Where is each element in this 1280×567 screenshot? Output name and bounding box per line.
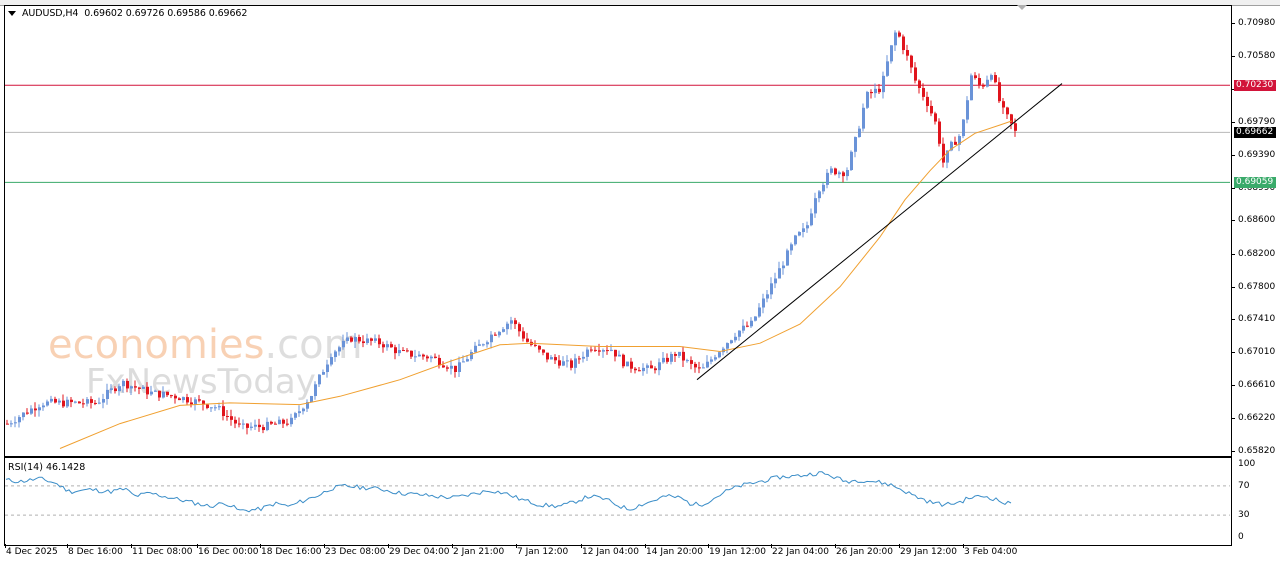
time-axis-tick <box>708 544 709 548</box>
rsi-axis-label: 30 <box>1238 510 1250 521</box>
rsi-axis-label: 70 <box>1238 480 1250 491</box>
time-axis-label: 11 Dec 08:00 <box>132 547 193 557</box>
price-axis-tick <box>1231 23 1235 24</box>
price-axis-label: 0.69390 <box>1238 149 1276 160</box>
time-axis-tick <box>963 544 964 548</box>
rsi-axis-label: 100 <box>1238 459 1256 469</box>
time-axis-label: 7 Jan 12:00 <box>517 547 569 557</box>
support-price-badge: 0.69059 <box>1234 177 1276 188</box>
price-axis-tick <box>1231 319 1235 321</box>
price-axis-tick <box>1231 220 1235 222</box>
price-axis-tick <box>1231 417 1235 419</box>
time-axis-label: 2 Jan 21:00 <box>453 547 505 557</box>
time-axis-label: 14 Jan 20:00 <box>646 547 703 557</box>
price-axis-tick <box>1231 154 1235 156</box>
watermark-text: economies <box>48 322 265 368</box>
time-axis-label: 29 Jan 12:00 <box>900 547 957 557</box>
time-axis-tick <box>324 544 325 548</box>
chart-shift-marker-icon[interactable] <box>1017 5 1027 10</box>
price-axis-label: 0.68990 <box>1238 183 1276 194</box>
price-axis-label: 0.68200 <box>1238 248 1276 259</box>
time-axis-tick <box>645 544 646 548</box>
time-axis-tick <box>260 544 261 548</box>
price-axis-tick <box>1231 188 1235 190</box>
rsi-line <box>5 471 1012 513</box>
moving-average-line <box>59 120 1013 449</box>
price-axis-tick <box>1231 89 1235 91</box>
price-axis-label: 0.68600 <box>1238 215 1276 226</box>
time-axis-label: 19 Jan 12:00 <box>709 547 766 557</box>
time-axis-label: 22 Jan 04:00 <box>772 547 829 557</box>
price-axis-label: 0.65820 <box>1238 446 1276 457</box>
time-axis-label: 26 Jan 20:00 <box>836 547 893 557</box>
symbol-ohlc-label: AUDUSD,H4 0.69602 0.69726 0.69586 0.6966… <box>22 8 248 19</box>
time-axis-tick <box>771 544 772 548</box>
time-axis-tick <box>516 544 517 548</box>
current-price-badge: 0.69662 <box>1234 127 1276 138</box>
price-axis-tick <box>1231 253 1235 255</box>
rsi-title: RSI(14) 46.1428 <box>8 462 86 473</box>
chart-title: AUDUSD,H4 0.69602 0.69726 0.69586 0.6966… <box>8 8 247 19</box>
price-axis-label: 0.66220 <box>1238 412 1276 423</box>
rsi-chart-area[interactable] <box>4 457 1232 546</box>
watermark-economies: economies.com <box>48 322 363 368</box>
dropdown-triangle-icon[interactable] <box>8 11 16 16</box>
price-axis-label: 0.69790 <box>1238 116 1276 127</box>
price-axis-tick <box>1231 451 1235 453</box>
time-axis-tick <box>131 544 132 548</box>
time-axis-tick <box>5 544 6 548</box>
watermark-suffix: .com <box>264 322 363 368</box>
time-axis-tick <box>67 544 68 548</box>
price-axis-label: 0.70580 <box>1238 51 1276 62</box>
candlesticks <box>6 30 1017 435</box>
price-axis-tick <box>1231 286 1235 288</box>
trendline <box>696 83 1063 381</box>
price-axis-label: 0.67010 <box>1238 347 1276 358</box>
price-axis-label: 0.67800 <box>1238 281 1276 292</box>
resistance-price-badge: 0.70230 <box>1234 80 1276 91</box>
time-axis-tick <box>388 544 389 548</box>
time-axis-tick <box>452 544 453 548</box>
price-axis-tick <box>1231 352 1235 354</box>
time-axis-tick <box>197 544 198 548</box>
price-axis-label: 0.66610 <box>1238 380 1276 391</box>
time-axis-label: 23 Dec 08:00 <box>325 547 386 557</box>
time-axis-tick <box>899 544 900 548</box>
time-axis-tick <box>581 544 582 548</box>
rsi-axis-label: 0 <box>1238 532 1244 542</box>
time-axis-label: 8 Dec 16:00 <box>68 547 123 557</box>
time-axis-tick <box>835 544 836 548</box>
price-axis-label: 0.70980 <box>1238 18 1276 28</box>
time-axis-label: 4 Dec 2025 <box>6 547 58 557</box>
price-chart-area[interactable] <box>4 5 1232 457</box>
time-axis-label: 12 Jan 04:00 <box>582 547 639 557</box>
time-axis-label: 16 Dec 00:00 <box>198 547 259 557</box>
price-axis-label: 0.67410 <box>1238 314 1276 325</box>
price-axis-tick <box>1231 121 1235 123</box>
price-axis-tick <box>1231 385 1235 387</box>
time-axis-label: 18 Dec 16:00 <box>261 547 322 557</box>
price-axis-tick <box>1231 56 1235 58</box>
time-axis-label: 29 Dec 04:00 <box>389 547 450 557</box>
time-axis-label: 3 Feb 04:00 <box>964 547 1018 557</box>
